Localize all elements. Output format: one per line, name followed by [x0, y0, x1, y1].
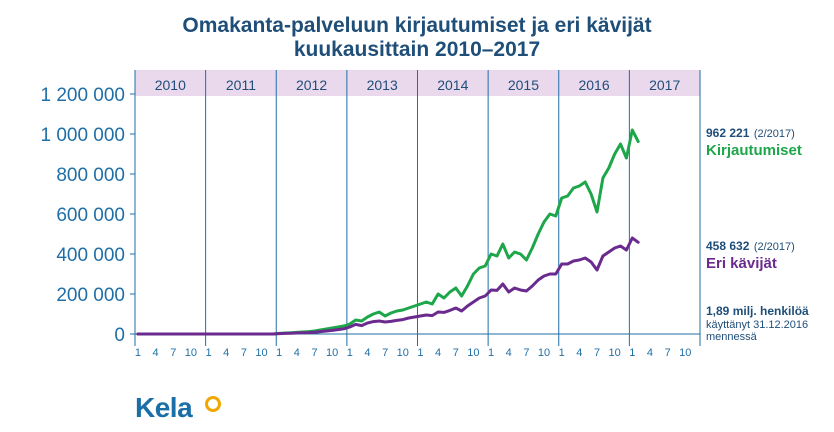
total-users-line2: mennessä: [706, 331, 757, 344]
year-label: 2015: [508, 77, 539, 93]
eri-kavijat-latest-value: 458 632: [706, 239, 750, 253]
x-tick-label: 10: [397, 347, 409, 359]
total-users-note: 1,89 milj. henkilöä käyttänyt 31.12.2016…: [706, 304, 809, 344]
x-tick-label: 1: [629, 347, 635, 359]
x-tick-label: 1: [206, 347, 212, 359]
y-tick-label: 200 000: [56, 285, 125, 306]
x-tick-label: 10: [326, 347, 338, 359]
x-tick-label: 1: [559, 347, 565, 359]
x-tick-label: 4: [506, 347, 512, 359]
x-tick-label: 10: [467, 347, 479, 359]
year-label: 2017: [649, 77, 680, 93]
x-tick-label: 10: [609, 347, 621, 359]
kela-logo-badge-icon: [205, 396, 221, 412]
total-users-bold: 1,89 milj. henkilöä: [706, 304, 809, 318]
x-tick-label: 7: [170, 347, 176, 359]
x-tick-label: 4: [435, 347, 441, 359]
x-tick-label: 1: [417, 347, 423, 359]
x-tick-label: 4: [223, 347, 229, 359]
x-tick-label: 4: [576, 347, 582, 359]
y-tick-label: 1 200 000: [40, 85, 125, 106]
series-line-kirjautumiset: [136, 128, 640, 336]
x-tick-label: 7: [241, 347, 247, 359]
chart-title-line2: kuukausittain 2010–2017: [293, 38, 541, 61]
x-tick-label: 1: [135, 347, 141, 359]
eri-kavijat-series-label: Eri kävijät: [706, 255, 777, 273]
eri-kavijat-annotation: 458 632 (2/2017) Eri kävijät: [706, 237, 795, 273]
year-label: 2016: [578, 77, 609, 93]
kirjautumiset-annotation: 962 221 (2/2017) Kirjautumiset: [706, 124, 802, 160]
eri-kavijat-latest-date: (2/2017): [753, 241, 795, 253]
x-tick-label: 7: [453, 347, 459, 359]
y-tick-label: 1 000 000: [40, 125, 125, 146]
x-tick-label: 1: [276, 347, 282, 359]
kela-logo: Kela: [135, 392, 193, 423]
y-tick-label: 0: [114, 325, 125, 346]
x-tick-label: 4: [647, 347, 653, 359]
x-tick-label: 4: [364, 347, 370, 359]
x-tick-label: 7: [523, 347, 529, 359]
x-tick-label: 10: [185, 347, 197, 359]
chart-title: Omakanta-palveluun kirjautumiset ja eri …: [0, 14, 834, 62]
x-tick-label: 10: [538, 347, 550, 359]
year-label: 2010: [155, 77, 186, 93]
series-line-eri-k-vij-t: [136, 236, 640, 336]
total-users-line1: käyttänyt 31.12.2016: [706, 318, 809, 331]
chart-title-line1: Omakanta-palveluun kirjautumiset ja eri …: [182, 14, 652, 37]
x-tick-label: 10: [679, 347, 691, 359]
kirjautumiset-latest-date: (2/2017): [753, 128, 795, 140]
x-tick-label: 7: [665, 347, 671, 359]
year-label: 2014: [437, 77, 468, 93]
x-tick-label: 4: [153, 347, 159, 359]
kirjautumiset-series-label: Kirjautumiset: [706, 142, 802, 160]
y-tick-label: 800 000: [56, 165, 125, 186]
x-tick-label: 1: [347, 347, 353, 359]
year-label: 2013: [367, 77, 398, 93]
y-tick-label: 400 000: [56, 245, 125, 266]
x-tick-label: 10: [255, 347, 267, 359]
year-label: 2012: [296, 77, 327, 93]
x-tick-label: 1: [488, 347, 494, 359]
x-tick-label: 4: [294, 347, 300, 359]
y-tick-label: 600 000: [56, 205, 125, 226]
kirjautumiset-latest-value: 962 221: [706, 126, 750, 140]
x-tick-label: 7: [311, 347, 317, 359]
x-tick-label: 7: [594, 347, 600, 359]
x-tick-label: 7: [382, 347, 388, 359]
year-label: 2011: [226, 77, 256, 93]
